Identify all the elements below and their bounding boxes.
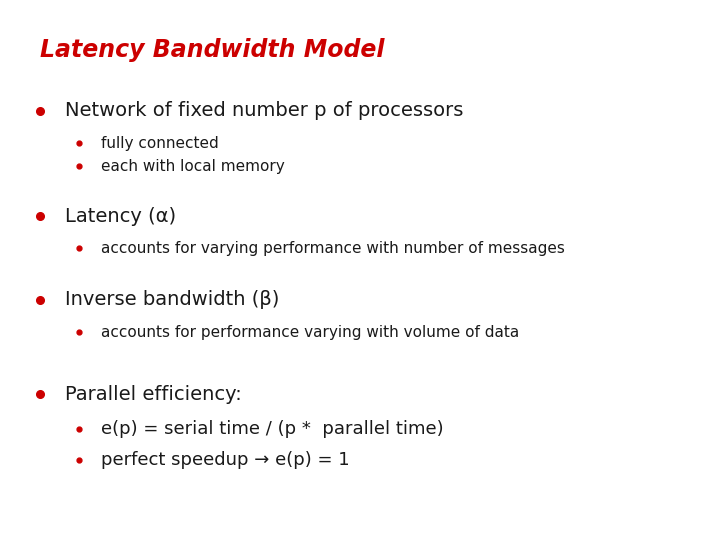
Text: e(p) = serial time / (p *  parallel time): e(p) = serial time / (p * parallel time) [101,420,444,438]
Text: Inverse bandwidth (β): Inverse bandwidth (β) [65,290,279,309]
Text: fully connected: fully connected [101,136,219,151]
Text: each with local memory: each with local memory [101,159,284,174]
Text: Latency (α): Latency (α) [65,206,176,226]
Text: Latency Bandwidth Model: Latency Bandwidth Model [40,38,384,62]
Text: accounts for performance varying with volume of data: accounts for performance varying with vo… [101,325,519,340]
Text: perfect speedup → e(p) = 1: perfect speedup → e(p) = 1 [101,451,349,469]
Text: Network of fixed number p of processors: Network of fixed number p of processors [65,101,463,120]
Text: Parallel efficiency:: Parallel efficiency: [65,384,241,404]
Text: accounts for varying performance with number of messages: accounts for varying performance with nu… [101,241,564,256]
